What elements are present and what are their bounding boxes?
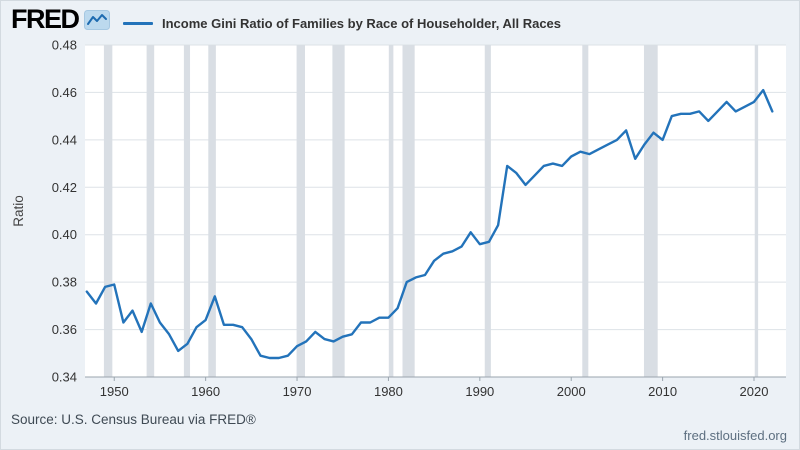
recession-bars	[103, 45, 759, 377]
fred-logo-text: FRED	[11, 4, 80, 34]
svg-text:0.38: 0.38	[52, 275, 77, 290]
svg-text:1970: 1970	[283, 384, 312, 399]
legend: Income Gini Ratio of Families by Race of…	[123, 16, 561, 31]
svg-text:0.46: 0.46	[52, 85, 77, 100]
svg-text:0.42: 0.42	[52, 180, 77, 195]
plot-area	[85, 45, 786, 377]
svg-text:1950: 1950	[100, 384, 129, 399]
y-axis-labels: 0.34 0.36 0.38 0.40 0.42 0.44 0.46 0.48	[52, 38, 77, 385]
svg-text:0.36: 0.36	[52, 322, 77, 337]
chart-canvas: 0.34 0.36 0.38 0.40 0.42 0.44 0.46 0.48 1950 1960…	[11, 38, 786, 399]
svg-text:1960: 1960	[191, 384, 220, 399]
source-attribution: Source: U.S. Census Bureau via FRED®	[11, 412, 256, 427]
svg-text:0.34: 0.34	[52, 370, 77, 385]
data-line	[85, 88, 774, 360]
fred-site-link[interactable]: fred.stlouisfed.org	[683, 428, 787, 443]
svg-text:1980: 1980	[374, 384, 403, 399]
series-title: Income Gini Ratio of Families by Race of…	[162, 16, 562, 31]
svg-text:2010: 2010	[648, 384, 677, 399]
svg-text:2000: 2000	[557, 384, 586, 399]
fred-logo[interactable]: FRED	[11, 6, 110, 33]
x-axis-labels: 1950 1960 1970 1980 1990 2000 2010 2020	[100, 377, 769, 399]
y-axis-title: Ratio	[11, 195, 26, 227]
svg-text:1990: 1990	[465, 384, 494, 399]
svg-text:0.44: 0.44	[52, 132, 77, 147]
svg-text:2020: 2020	[740, 384, 769, 399]
svg-text:0.40: 0.40	[52, 227, 77, 242]
legend-line-swatch	[123, 22, 153, 25]
fred-logo-chart-icon	[83, 9, 110, 30]
svg-text:0.48: 0.48	[52, 38, 77, 53]
